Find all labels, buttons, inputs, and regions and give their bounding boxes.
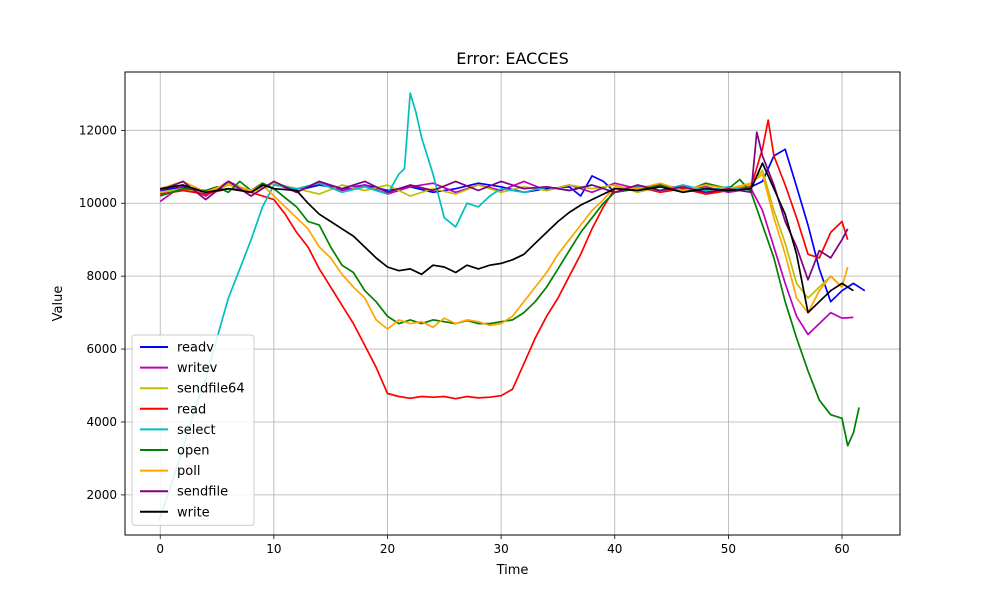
x-tick-label: 30: [493, 542, 508, 556]
legend-label-poll: poll: [177, 464, 200, 479]
x-tick-label: 10: [266, 542, 281, 556]
y-tick-label: 8000: [86, 269, 117, 283]
series-line-poll: [159, 173, 849, 330]
y-tick-label: 10000: [79, 196, 117, 210]
x-tick-label: 40: [607, 542, 622, 556]
x-tick-label: 50: [721, 542, 736, 556]
x-tick-label: 0: [156, 542, 164, 556]
legend-label-open: open: [177, 444, 209, 459]
legend-label-readv: readv: [177, 341, 214, 356]
x-axis-label: Time: [496, 563, 529, 578]
series-line-read: [160, 119, 849, 400]
x-axis: 0 10 20 30 40 50 60: [156, 535, 850, 556]
x-tick-label: 20: [380, 542, 395, 556]
y-axis: 2000 4000 6000 8000 10000 12000: [79, 123, 125, 502]
y-axis-label: Value: [51, 286, 66, 322]
legend-label-read: read: [177, 402, 206, 417]
chart-title: Error: EACCES: [456, 49, 569, 68]
y-tick-label: 6000: [86, 342, 117, 356]
legend-box: [131, 334, 255, 526]
legend-label-select: select: [177, 423, 216, 438]
series-line-write: [160, 162, 854, 314]
legend-label-write: write: [177, 505, 210, 520]
series-line-open: [159, 178, 860, 447]
x-tick-label: 60: [834, 542, 849, 556]
legend: readv writev sendfile64 read select open poll s…: [131, 334, 255, 526]
legend-label-sendfile: sendfile: [177, 485, 228, 500]
series-line-sendfile: [159, 131, 849, 281]
plot-lines: [158, 92, 866, 521]
legend-label-writev: writev: [177, 361, 218, 376]
legend-label-sendfile64: sendfile64: [177, 382, 245, 397]
y-tick-label: 4000: [86, 415, 117, 429]
y-tick-label: 2000: [86, 488, 117, 502]
y-tick-label: 12000: [79, 123, 117, 137]
axes-frame: [124, 71, 901, 536]
